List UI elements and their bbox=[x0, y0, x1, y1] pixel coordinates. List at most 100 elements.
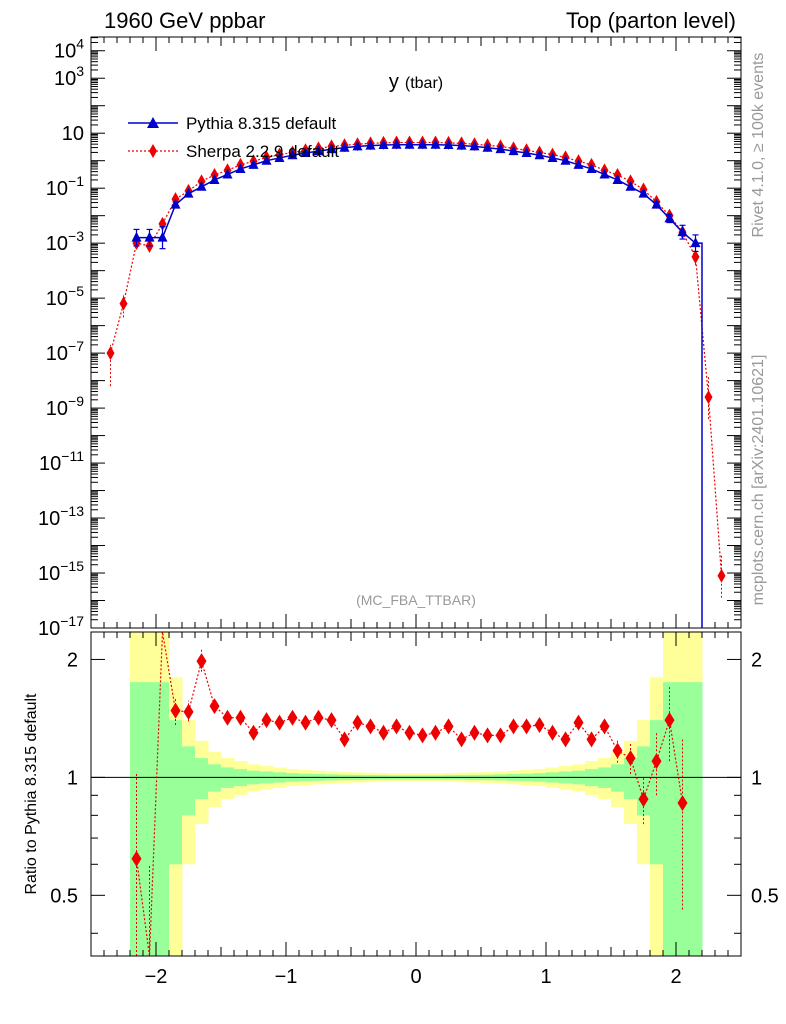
ratio-sherpa-point bbox=[274, 714, 285, 731]
header-left-label: 1960 GeV ppbar bbox=[104, 8, 265, 33]
ratio-sherpa-point bbox=[443, 718, 454, 735]
ratio-sherpa-point bbox=[521, 718, 532, 735]
ratio-sherpa-point bbox=[560, 731, 571, 748]
ratio-sherpa-point bbox=[469, 724, 480, 741]
sherpa-point bbox=[106, 346, 115, 361]
legend-sherpa-label: Sherpa 2.2.9 default bbox=[186, 142, 339, 161]
band-green bbox=[611, 764, 625, 792]
band-green bbox=[195, 758, 209, 800]
ratio-sherpa-point bbox=[638, 791, 649, 808]
main-y-tick-label: 10 bbox=[62, 123, 84, 145]
pythia-point bbox=[534, 149, 545, 160]
ratio-sherpa-point bbox=[261, 712, 272, 729]
ratio-sherpa-point bbox=[417, 727, 428, 744]
ratio-uncertainty-bands bbox=[130, 632, 703, 956]
ratio-sherpa-point bbox=[534, 717, 545, 734]
ratio-sherpa-point bbox=[404, 724, 415, 741]
ratio-sherpa-point bbox=[677, 795, 688, 812]
ratio-sherpa-point bbox=[326, 712, 337, 729]
pythia-point bbox=[625, 180, 636, 191]
main-y-tick-label: 10−11 bbox=[39, 448, 84, 475]
sherpa-point bbox=[158, 216, 167, 231]
pythia-point bbox=[131, 231, 142, 242]
ratio-sherpa-point bbox=[170, 702, 181, 719]
pythia-point bbox=[170, 198, 181, 209]
ratio-y-tick-label-left: 2 bbox=[67, 649, 78, 671]
ratio-sherpa-point bbox=[599, 718, 610, 735]
pythia-point bbox=[547, 151, 558, 162]
x-tick-label: 2 bbox=[670, 966, 681, 988]
x-tick-label: −2 bbox=[145, 966, 168, 988]
main-y-tick-label: 10−3 bbox=[46, 228, 84, 255]
main-y-tick-label: 10−7 bbox=[46, 338, 84, 365]
ratio-sherpa-point bbox=[287, 709, 298, 726]
pythia-point bbox=[560, 154, 571, 165]
pythia-point bbox=[378, 139, 389, 150]
band-green bbox=[143, 682, 157, 956]
pythia-point bbox=[677, 226, 688, 237]
pythia-point bbox=[404, 138, 415, 149]
ratio-y-tick-label-right: 2 bbox=[751, 649, 762, 671]
ratio-sherpa-point bbox=[586, 731, 597, 748]
ratio-sherpa-point bbox=[625, 750, 636, 767]
pythia-point bbox=[300, 147, 311, 158]
pythia-point bbox=[469, 140, 480, 151]
pythia-point bbox=[612, 173, 623, 184]
pythia-point bbox=[690, 237, 701, 248]
ratio-y-tick-labels: 0.5 0.5 1 1 2 2 bbox=[50, 649, 779, 907]
x-tick-label: 1 bbox=[540, 966, 551, 988]
band-green bbox=[156, 682, 170, 956]
ratio-y-tick-label-right: 1 bbox=[751, 767, 762, 789]
pythia-point bbox=[573, 158, 584, 169]
main-panel: 10−17 10−15 10−13 10−11 10−9 10−7 10−5 10−3 10−1… bbox=[38, 36, 742, 640]
ratio-sherpa-point bbox=[664, 712, 675, 729]
pythia-point bbox=[222, 168, 233, 179]
ratio-sherpa-point bbox=[235, 709, 246, 726]
ratio-sherpa-point bbox=[209, 698, 220, 715]
pythia-point bbox=[326, 143, 337, 154]
main-y-tick-label: 10−9 bbox=[46, 393, 84, 420]
pythia-point bbox=[482, 141, 493, 152]
ratio-sherpa-point bbox=[391, 718, 402, 735]
x-tick-label: −1 bbox=[275, 966, 298, 988]
pythia-point bbox=[313, 145, 324, 156]
ratio-sherpa-point bbox=[430, 724, 441, 741]
band-green bbox=[650, 720, 664, 865]
pythia-point bbox=[586, 162, 597, 173]
ratio-sherpa-point bbox=[196, 653, 207, 670]
pythia-point bbox=[157, 231, 168, 242]
band-green bbox=[689, 682, 703, 956]
pythia-point bbox=[209, 173, 220, 184]
main-y-tick-label: 10−15 bbox=[38, 558, 84, 585]
main-y-tick-label: 10−17 bbox=[38, 613, 84, 640]
pythia-line bbox=[136, 144, 703, 628]
ratio-sherpa-point bbox=[300, 714, 311, 731]
ratio-sherpa-point bbox=[222, 709, 233, 726]
main-y-tick-labels: 10−17 10−15 10−13 10−11 10−9 10−7 10−5 10−3 10−1… bbox=[38, 36, 84, 640]
sherpa-point bbox=[691, 249, 700, 264]
ratio-sherpa-point bbox=[248, 724, 259, 741]
ratio-sherpa-point bbox=[313, 709, 324, 726]
band-green bbox=[663, 682, 677, 956]
pythia-point bbox=[638, 187, 649, 198]
pythia-point bbox=[664, 212, 675, 223]
main-y-tick-label: 10−5 bbox=[46, 283, 84, 310]
ratio-sherpa-point bbox=[573, 714, 584, 731]
rivet-version-label: Rivet 4.1.0, ≥ 100k events bbox=[750, 53, 767, 238]
legend-pythia-label: Pythia 8.315 default bbox=[186, 114, 337, 133]
x-tick-label: 0 bbox=[410, 966, 421, 988]
ratio-x-ticks bbox=[90, 632, 742, 956]
pythia-point bbox=[365, 139, 376, 150]
pythia-point bbox=[339, 141, 350, 152]
band-green bbox=[624, 758, 638, 800]
ratio-sherpa-point bbox=[651, 753, 662, 770]
band-green bbox=[208, 764, 222, 792]
main-series-layer bbox=[106, 135, 726, 628]
pythia-point bbox=[651, 198, 662, 209]
plot-title: y (tbar) bbox=[389, 71, 443, 93]
ratio-sherpa-point bbox=[352, 714, 363, 731]
ratio-sherpa-point bbox=[482, 727, 493, 744]
ratio-sherpa-point bbox=[365, 718, 376, 735]
pythia-point bbox=[417, 138, 428, 149]
main-y-ticks bbox=[91, 37, 741, 629]
